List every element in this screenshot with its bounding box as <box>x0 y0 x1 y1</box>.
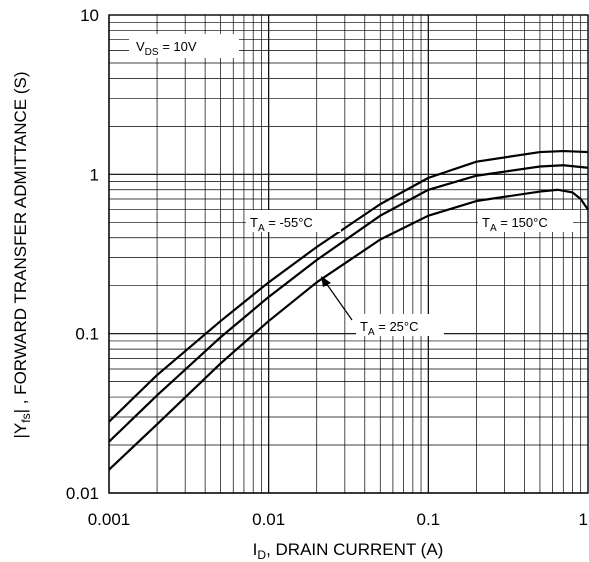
y-tick-label: 0.1 <box>75 325 99 344</box>
annotation-t-minus55: TA = -55°C <box>246 210 341 234</box>
y-tick-label: 0.01 <box>66 484 99 503</box>
y-tick-labels: 0.01 0.1 1 10 <box>66 6 99 503</box>
annotation-vds-text: VDS = 10V <box>136 39 197 58</box>
series-t-a-150-c-line <box>108 188 589 471</box>
grid <box>108 15 588 494</box>
annotation-t150-text: TA = 150°C <box>482 215 548 234</box>
series-t-a-55-c-line <box>108 149 589 423</box>
annotation-vds: VDS = 10V <box>129 34 239 58</box>
y-tick-label: 1 <box>90 165 99 184</box>
curves <box>108 149 589 471</box>
x-tick-label: 0.1 <box>417 510 441 529</box>
x-tick-label: 0.01 <box>252 510 285 529</box>
plot-frame <box>108 14 589 494</box>
annotation-arrow <box>321 276 353 321</box>
annotation-t150: TA = 150°C <box>478 210 573 234</box>
x-tick-label: 0.001 <box>88 510 131 529</box>
x-tick-label: 1 <box>579 510 588 529</box>
x-tick-labels: 0.001 0.01 0.1 1 <box>88 510 588 529</box>
annotation-t-minus55-text: TA = -55°C <box>250 215 313 234</box>
annotation-t25-text: TA = 25°C <box>360 319 419 338</box>
x-axis-title: ID, DRAIN CURRENT (A) <box>253 540 444 562</box>
series-t-a-25-c-line <box>108 164 589 443</box>
annotation-t25: TA = 25°C <box>356 314 444 338</box>
y-tick-label: 10 <box>80 6 99 25</box>
y-axis-title: |Yfs| , FORWARD TRANSFER ADMITTANCE (S) <box>11 71 33 438</box>
